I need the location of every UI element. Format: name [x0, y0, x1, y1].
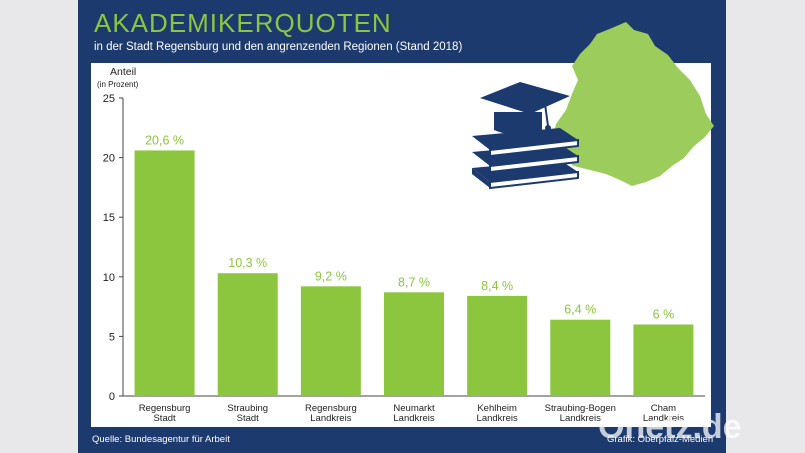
x-category-label: Straubing-Bogen [545, 403, 616, 414]
x-category-label: Landkreis [310, 413, 351, 424]
graphic-credit: Grafik: Oberpfalz-Medien [607, 434, 714, 445]
bar [550, 319, 611, 396]
region-map-icon [552, 22, 714, 186]
y-tick-label: 0 [109, 391, 115, 403]
x-category-label: Kehlheim [477, 403, 517, 414]
x-category-label: Cham [651, 403, 676, 414]
y-tick-label: 5 [109, 331, 115, 343]
bar-value-label: 6,4 % [564, 303, 596, 317]
x-category-label: Regensburg [305, 403, 357, 414]
y-tick-label: 15 [103, 212, 115, 224]
y-tick-label: 10 [103, 272, 115, 284]
source-note: Quelle: Bundesagentur für Arbeit [92, 434, 230, 445]
bar-value-label: 8,7 % [398, 275, 430, 289]
chart-title: AKADEMIKERQUOTEN [94, 8, 392, 38]
x-category-label: Landkreis [477, 413, 518, 424]
x-category-label: Straubing [227, 403, 268, 414]
bar-value-label: 20,6 % [145, 133, 184, 147]
watermark-text: Onetz.de [598, 408, 742, 446]
bar [300, 286, 361, 396]
x-category-label: Stadt [153, 413, 176, 424]
bar-value-label: 8,4 % [481, 279, 513, 293]
bar [134, 150, 195, 396]
x-category-label: Landkreis [393, 413, 434, 424]
bar [217, 273, 278, 396]
x-category-label: Landkreis [560, 413, 601, 424]
bar [467, 295, 528, 396]
chart-subtitle: in der Stadt Regensburg und den angrenze… [94, 41, 463, 53]
bar-value-label: 9,2 % [315, 269, 347, 283]
y-axis-unit-label: (in Prozent) [97, 80, 139, 89]
x-category-label: Landkreis [643, 413, 684, 424]
bar [384, 292, 444, 396]
x-category-label: Neumarkt [393, 403, 435, 414]
bar-value-label: 6 % [653, 307, 675, 321]
bar-value-label: 10,3 % [228, 256, 267, 270]
x-category-label: Regensburg [139, 403, 191, 414]
bar [633, 324, 694, 396]
graduation-books-icon [472, 82, 579, 190]
y-tick-label: 20 [103, 153, 115, 165]
x-category-label: Stadt [237, 413, 260, 424]
y-axis-label: Anteil [110, 66, 136, 78]
y-tick-label: 25 [103, 93, 115, 105]
